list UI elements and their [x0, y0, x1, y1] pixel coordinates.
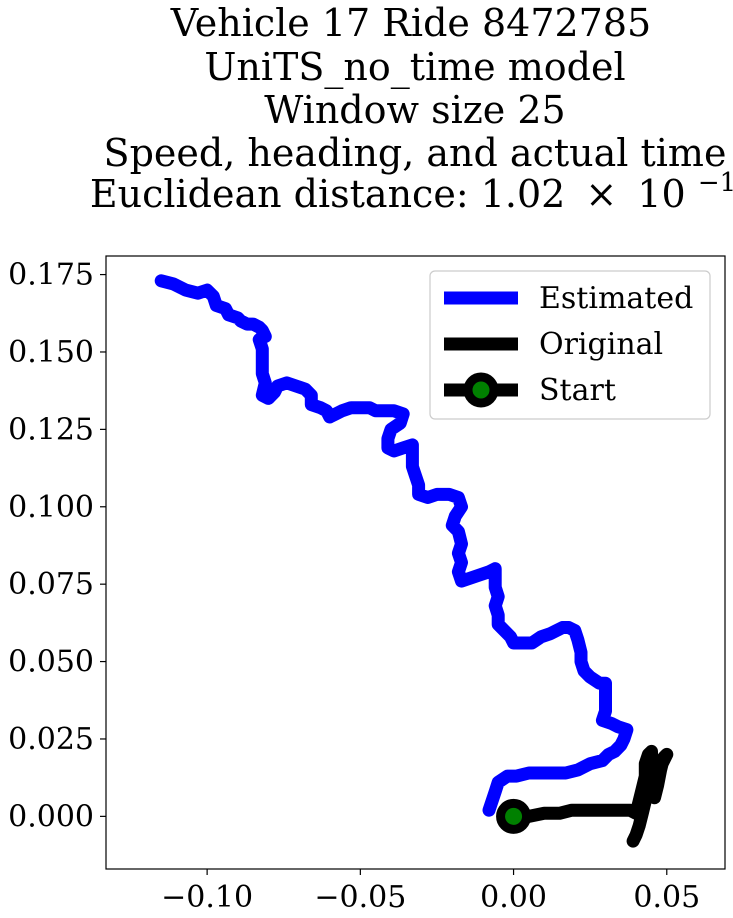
series-line-original: [507, 744, 674, 848]
y-tick-label: 0.175: [8, 258, 94, 293]
x-tick-label: −0.05: [314, 880, 406, 915]
chart-title: Vehicle 17 Ride 8472785 UniTS_no_time mo…: [90, 1, 733, 216]
title-line-3: Window size 25: [264, 88, 565, 132]
title-metric-exponent: −1: [698, 168, 733, 198]
y-tick-label: 0.000: [8, 799, 94, 834]
plot-area: [105, 255, 726, 870]
x-tick-label: 0.05: [633, 880, 700, 915]
title-line-2: UniTS_no_time model: [204, 45, 625, 90]
title-metric-prefix: Euclidean distance: 1.02: [90, 172, 565, 216]
title-line-1: Vehicle 17 Ride 8472785: [170, 1, 651, 45]
axis-ticks: −0.10 −0.05 0.00 0.05 0.000 0.025 0.050 0.075 0.…: [8, 258, 700, 915]
plot-frame: [105, 255, 726, 870]
y-tick-label: 0.100: [8, 490, 94, 525]
y-tick-label: 0.050: [8, 645, 94, 680]
plot-inner: [154, 274, 674, 848]
x-tick-label: −0.10: [161, 880, 253, 915]
legend-label-estimated: Estimated: [539, 281, 693, 316]
series-line-estimated: [154, 274, 634, 817]
y-tick-label: 0.025: [8, 722, 94, 757]
title-line-4: Speed, heading, and actual time: [104, 131, 727, 175]
y-tick-label: 0.125: [8, 412, 94, 447]
x-tick-label: 0.00: [480, 880, 547, 915]
title-metric-base: 10: [637, 172, 685, 216]
legend-marker-start: [463, 372, 499, 408]
start-point-marker: [496, 798, 532, 834]
legend: Estimated Original Start: [429, 270, 711, 420]
legend-label-original: Original: [539, 327, 663, 362]
legend-box: [429, 270, 711, 420]
title-line-5: Euclidean distance: 1.02 × 10 −1: [90, 168, 733, 216]
title-metric-times: ×: [585, 172, 617, 216]
y-tick-label: 0.075: [8, 567, 94, 602]
y-tick-label: 0.150: [8, 335, 94, 370]
legend-label-start: Start: [539, 373, 616, 408]
